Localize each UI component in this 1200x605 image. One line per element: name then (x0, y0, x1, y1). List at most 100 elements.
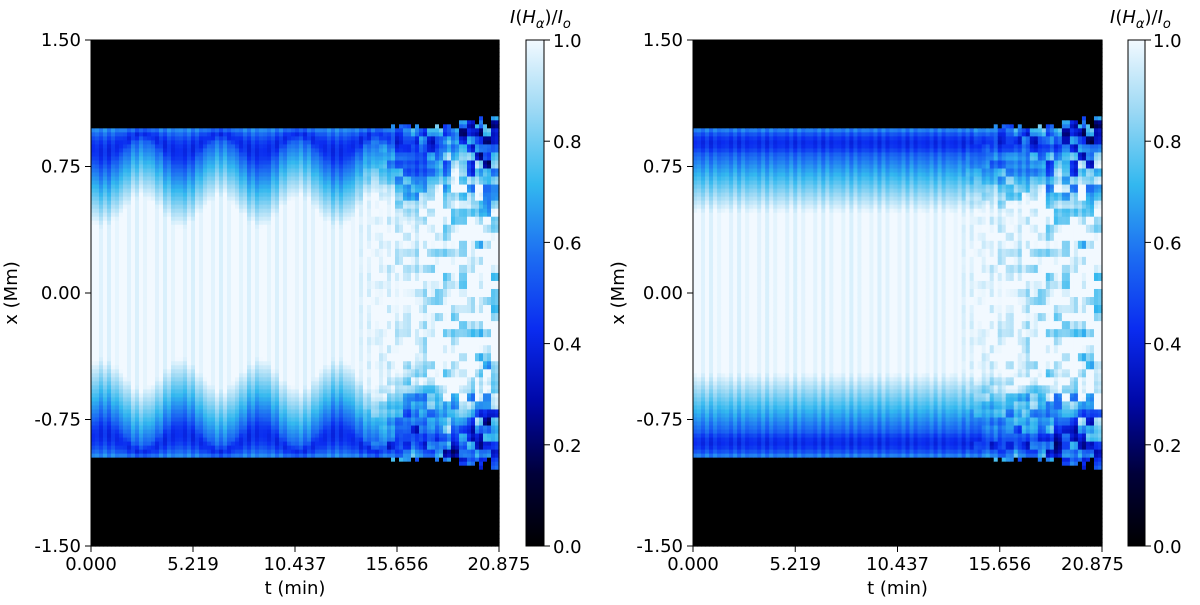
heatmap-cell (179, 413, 184, 419)
heatmap-cell (119, 417, 124, 423)
heatmap-cell (183, 40, 188, 45)
heatmap-cell (115, 196, 120, 202)
heatmap-cell (99, 68, 104, 73)
heatmap-cell (147, 260, 152, 266)
heatmap-cell (143, 465, 148, 471)
heatmap-cell (243, 325, 248, 330)
heatmap-cell (243, 397, 248, 403)
heatmap-cell (159, 349, 164, 354)
heatmap-cell (163, 481, 168, 487)
heatmap-cell (147, 541, 152, 547)
heatmap-cell (183, 100, 188, 105)
heatmap-cell (155, 469, 160, 475)
heatmap-cell (215, 337, 220, 342)
heatmap-cell (239, 60, 244, 65)
heatmap-cell (175, 465, 180, 471)
heatmap-cell (95, 337, 100, 342)
heatmap-cell (99, 112, 104, 117)
heatmap-cell (147, 397, 152, 403)
heatmap-cell (143, 84, 148, 89)
heatmap-cell (123, 497, 128, 503)
heatmap-cell (183, 92, 188, 97)
heatmap-cell (195, 116, 200, 121)
heatmap-cell (111, 176, 116, 182)
heatmap-cell (243, 489, 248, 495)
heatmap-cell (135, 48, 140, 53)
heatmap-cell (139, 160, 144, 166)
heatmap-cell (163, 184, 168, 190)
heatmap-cell (167, 445, 172, 451)
heatmap-cell (135, 485, 140, 491)
heatmap-cell (111, 240, 116, 246)
heatmap-cell (207, 100, 212, 105)
heatmap-cell (195, 192, 200, 198)
heatmap-cell (215, 268, 220, 274)
heatmap-cell (139, 264, 144, 270)
heatmap-cell (179, 136, 184, 141)
heatmap-cell (235, 88, 240, 93)
heatmap-cell (167, 104, 172, 109)
heatmap-cell (151, 353, 156, 358)
heatmap-cell (123, 48, 128, 53)
heatmap-cell (183, 457, 188, 463)
heatmap-cell (131, 64, 136, 69)
heatmap-cell (143, 305, 148, 310)
heatmap-cell (227, 60, 232, 65)
heatmap-cell (159, 160, 164, 166)
heatmap-cell (155, 513, 160, 519)
heatmap-cell (235, 176, 240, 182)
heatmap-cell (139, 284, 144, 290)
heatmap-cell (111, 445, 116, 451)
heatmap-cell (187, 457, 192, 463)
heatmap-cell (239, 417, 244, 423)
heatmap-cell (163, 104, 168, 109)
heatmap-cell (131, 461, 136, 467)
heatmap-cell (115, 361, 120, 366)
heatmap-cell (95, 441, 100, 447)
heatmap-cell (135, 168, 140, 174)
heatmap-cell (95, 393, 100, 399)
heatmap-cell (227, 473, 232, 479)
heatmap-cell (135, 208, 140, 214)
heatmap-cell (111, 268, 116, 274)
heatmap-cell (139, 156, 144, 162)
heatmap-cell (243, 132, 248, 137)
heatmap-cell (223, 429, 228, 435)
heatmap-cell (243, 92, 248, 97)
heatmap-cell (95, 212, 100, 218)
heatmap-cell (103, 297, 108, 302)
heatmap-cell (155, 477, 160, 483)
heatmap-cell (175, 317, 180, 322)
heatmap-cell (151, 469, 156, 475)
heatmap-cell (99, 284, 104, 290)
heatmap-cell (203, 405, 208, 411)
heatmap-cell (175, 236, 180, 242)
heatmap-cell (91, 236, 96, 242)
heatmap-cell (203, 433, 208, 439)
heatmap-cell (219, 152, 224, 158)
heatmap-cell (139, 136, 144, 141)
heatmap-cell (167, 192, 172, 198)
heatmap-cell (139, 152, 144, 158)
heatmap-cell (123, 164, 128, 170)
heatmap-cell (119, 68, 124, 73)
heatmap-cell (119, 329, 124, 334)
heatmap-cell (183, 276, 188, 282)
heatmap-cell (119, 268, 124, 274)
heatmap-cell (227, 128, 232, 133)
heatmap-cell (171, 541, 176, 547)
heatmap-cell (163, 377, 168, 382)
heatmap-cell (243, 80, 248, 85)
heatmap-cell (183, 493, 188, 499)
heatmap-cell (123, 84, 128, 89)
heatmap-cell (95, 405, 100, 411)
heatmap-cell (167, 405, 172, 411)
heatmap-cell (159, 132, 164, 137)
heatmap-cell (207, 477, 212, 483)
heatmap-cell (115, 401, 120, 407)
heatmap-cell (111, 288, 116, 294)
heatmap-cell (99, 369, 104, 374)
heatmap-cell (163, 369, 168, 374)
heatmap-cell (111, 377, 116, 382)
heatmap-cell (203, 188, 208, 194)
